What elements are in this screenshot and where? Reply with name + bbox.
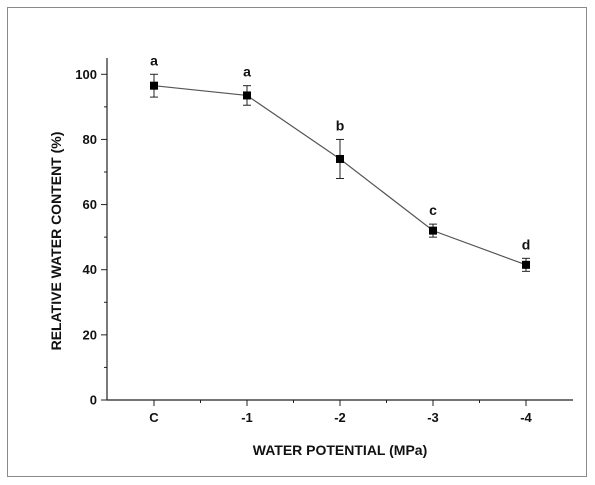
x-tick-label: C xyxy=(149,410,159,425)
y-tick-label: 80 xyxy=(83,132,97,147)
series-group: a a b c d xyxy=(150,52,531,272)
x-axis-title: WATER POTENTIAL (MPa) xyxy=(253,442,427,458)
axes xyxy=(106,58,573,401)
x-tick-label: -1 xyxy=(241,410,253,425)
x-tick-label: -4 xyxy=(520,410,532,425)
y-tick-label: 60 xyxy=(83,197,97,212)
data-point xyxy=(336,154,344,163)
y-tick-label: 20 xyxy=(83,327,97,342)
x-ticks: C -1 -2 -3 -4 xyxy=(149,400,533,425)
significance-label: a xyxy=(150,52,158,68)
data-point xyxy=(522,260,530,269)
y-tick-label: 100 xyxy=(75,67,97,82)
significance-label: c xyxy=(429,202,437,218)
x-tick-label: -3 xyxy=(427,410,439,425)
significance-label: a xyxy=(243,64,251,80)
data-point xyxy=(429,226,437,235)
data-point xyxy=(150,81,158,90)
significance-label: d xyxy=(522,236,531,252)
y-tick-label: 0 xyxy=(90,393,97,408)
significance-label: b xyxy=(336,117,345,133)
chart-frame xyxy=(7,7,587,477)
y-ticks: 0 20 40 60 80 100 xyxy=(75,67,107,408)
x-tick-label: -2 xyxy=(334,410,346,425)
y-tick-label: 40 xyxy=(83,262,97,277)
data-point xyxy=(243,91,251,100)
y-axis-title: RELATIVE WATER CONTENT (%) xyxy=(48,132,64,351)
